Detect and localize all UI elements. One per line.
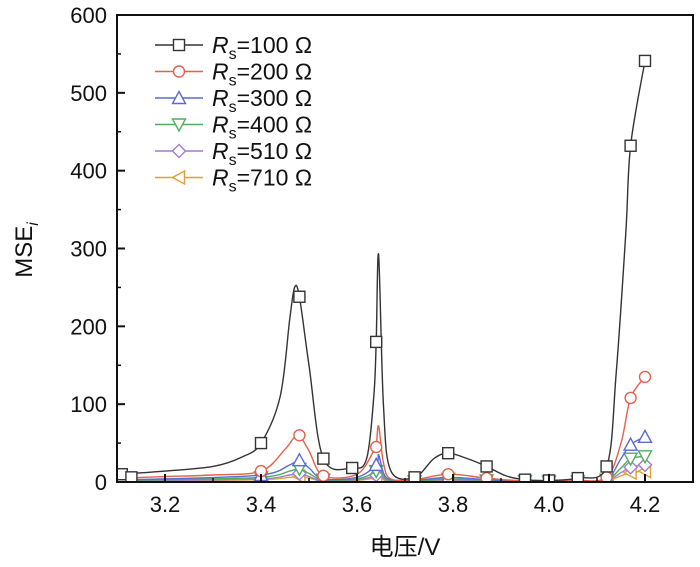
data-point xyxy=(291,452,308,467)
legend-label: Rs=200 Ω xyxy=(212,59,312,90)
legend-label-value: =200 Ω xyxy=(237,59,312,85)
data-point xyxy=(637,428,653,444)
legend-label: Rs=100 Ω xyxy=(212,32,312,63)
legend-entry: Rs=510 Ω xyxy=(155,138,312,169)
legend-label-value: =710 Ω xyxy=(237,165,312,191)
data-point xyxy=(317,469,330,482)
y-tick-label: 300 xyxy=(70,237,107,262)
data-point xyxy=(293,429,306,442)
legend-label-symbol: R xyxy=(212,32,229,58)
legend-entry: Rs=710 Ω xyxy=(155,165,312,196)
series-1 xyxy=(117,54,652,483)
axes-layer: 3.2 3.4 3.6 3.8 4.0 4.2 0 100 200 300 400 500 600 xyxy=(70,3,660,517)
legend-entry: Rs=400 Ω xyxy=(155,112,312,143)
y-tick-label: 0 xyxy=(95,470,107,495)
x-tick-label: 3.4 xyxy=(246,492,277,517)
data-point xyxy=(638,370,652,384)
data-point xyxy=(637,450,653,465)
x-tick-label: 3.2 xyxy=(150,492,181,517)
legend-label-symbol: R xyxy=(212,59,229,85)
legend-label-subscript: s xyxy=(229,179,237,196)
legend-label-subscript: s xyxy=(229,99,237,116)
data-point xyxy=(637,457,653,473)
plot-frame xyxy=(116,14,694,483)
y-axis-title-subscript: i xyxy=(25,222,42,226)
data-point xyxy=(518,473,532,483)
legend-label-value: =100 Ω xyxy=(237,32,312,58)
x-tick-label: 3.6 xyxy=(342,492,373,517)
legend-label-subscript: s xyxy=(229,152,237,169)
legend-label-subscript: s xyxy=(229,73,237,90)
legend-label: Rs=510 Ω xyxy=(212,138,312,169)
x-tick-label: 4.2 xyxy=(630,492,661,517)
data-point xyxy=(638,54,652,68)
data-point xyxy=(368,456,384,472)
data-point xyxy=(624,139,637,152)
legend-marker xyxy=(171,169,186,186)
legend-label-subscript: s xyxy=(229,46,237,63)
legend-entry: Rs=100 Ω xyxy=(155,32,312,63)
data-point xyxy=(480,460,493,473)
data-point xyxy=(571,471,584,483)
y-axis-title-main: MSE xyxy=(11,226,38,278)
series-layer xyxy=(117,54,653,483)
data-point xyxy=(254,436,268,450)
data-point xyxy=(293,290,306,303)
data-point xyxy=(600,460,613,473)
legend-label: Rs=710 Ω xyxy=(212,165,312,196)
data-point xyxy=(622,436,639,451)
legend-marker xyxy=(171,118,187,133)
legend-label-value: =510 Ω xyxy=(237,138,312,164)
y-tick-label: 600 xyxy=(70,3,107,28)
data-point xyxy=(370,440,383,454)
data-point xyxy=(442,447,455,460)
data-point xyxy=(346,461,359,475)
legend-label-value: =300 Ω xyxy=(237,85,312,111)
legend: Rs=100 ΩRs=200 ΩRs=300 ΩRs=400 ΩRs=510 Ω… xyxy=(155,32,312,196)
y-tick-label: 100 xyxy=(70,392,107,417)
legend-label: Rs=300 Ω xyxy=(212,85,312,116)
legend-marker xyxy=(172,38,186,52)
legend-label-value: =400 Ω xyxy=(237,112,312,138)
data-point xyxy=(370,335,383,349)
y-tick-label: 400 xyxy=(70,159,107,184)
legend-label: Rs=400 Ω xyxy=(212,112,312,143)
legend-marker xyxy=(172,65,186,78)
legend-marker xyxy=(171,143,187,159)
legend-label-symbol: R xyxy=(212,85,229,111)
series-line xyxy=(121,60,646,482)
data-point xyxy=(622,452,639,467)
legend-label-symbol: R xyxy=(212,165,229,191)
y-tick-label: 200 xyxy=(70,314,107,339)
legend-label-symbol: R xyxy=(212,138,229,164)
legend-label-symbol: R xyxy=(212,112,229,138)
legend-entry: Rs=300 Ω xyxy=(155,85,312,116)
y-axis-title: MSEi xyxy=(11,222,42,278)
legend-label-subscript: s xyxy=(229,126,237,143)
data-point xyxy=(623,459,639,475)
x-tick-label: 4.0 xyxy=(534,492,565,517)
legend-marker xyxy=(171,90,187,105)
legend-entry: Rs=200 Ω xyxy=(155,59,312,90)
data-point xyxy=(624,391,637,405)
x-axis-title: 电压/V xyxy=(370,534,441,561)
x-tick-label: 3.8 xyxy=(438,492,469,517)
data-point xyxy=(317,452,330,465)
y-tick-label: 500 xyxy=(70,81,107,106)
